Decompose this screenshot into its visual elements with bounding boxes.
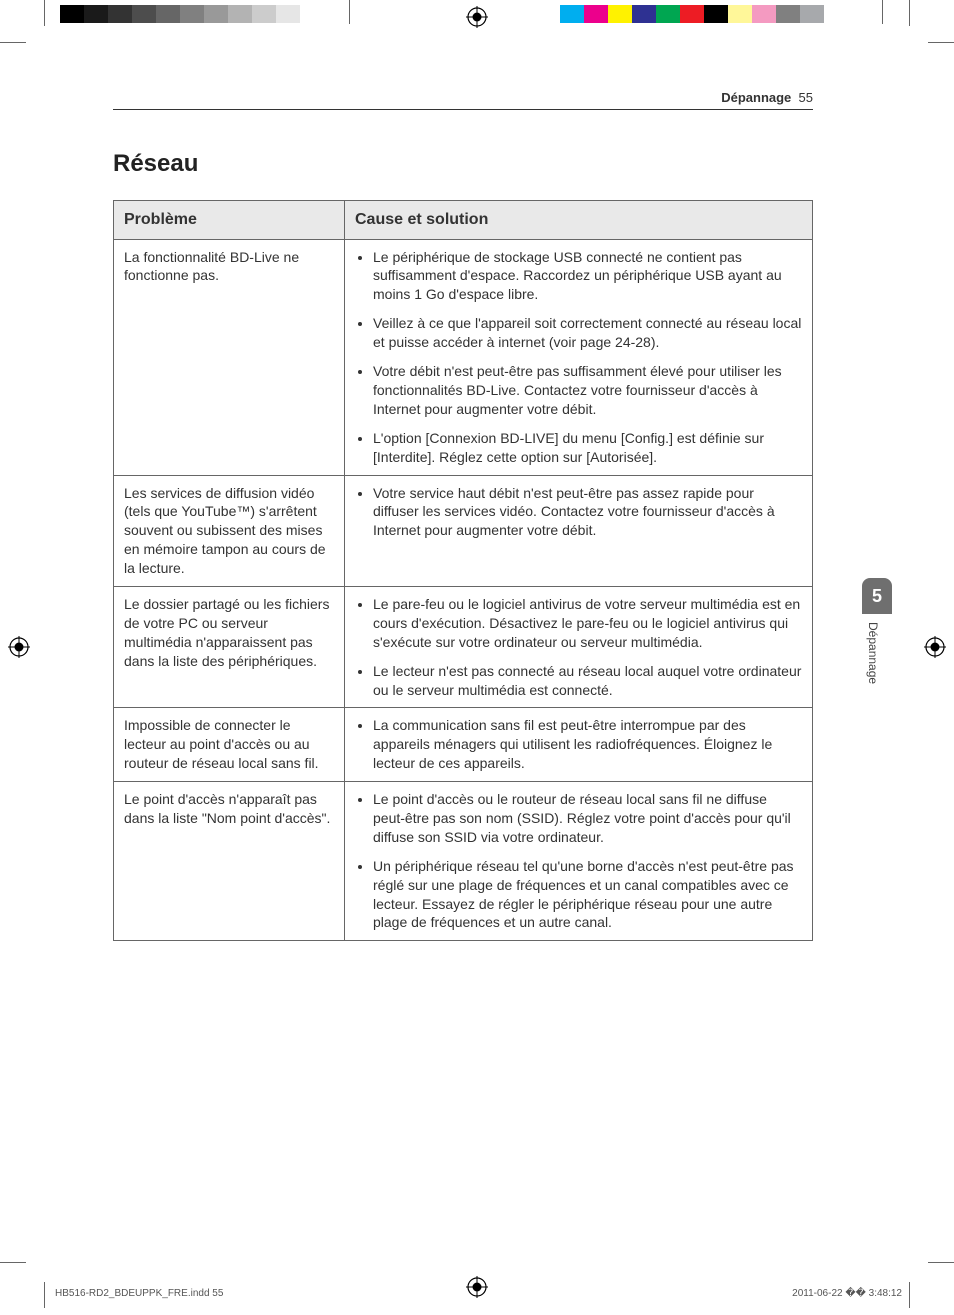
swatch: [228, 5, 252, 23]
solution-item: Veillez à ce que l'appareil soit correct…: [373, 314, 802, 352]
troubleshooting-table: Problème Cause et solution La fonctionna…: [113, 200, 813, 941]
section-title: Réseau: [113, 150, 813, 178]
swatch: [728, 5, 752, 23]
swatch: [752, 5, 776, 23]
problem-cell: Impossible de connecter le lecteur au po…: [114, 708, 345, 782]
footer-timestamp: 2011-06-22 �� 3:48:12: [792, 1288, 902, 1299]
crop-mark: [882, 0, 883, 24]
swatch: [84, 5, 108, 23]
problem-cell: Le dossier partagé ou les fichiers de vo…: [114, 586, 345, 707]
imposition-footer: HB516-RD2_BDEUPPK_FRE.indd 55 2011-06-22…: [55, 1288, 902, 1299]
swatch: [632, 5, 656, 23]
solution-item: La communication sans fil est peut-être …: [373, 716, 802, 773]
crop-mark: [349, 0, 350, 24]
registration-mark-top: [466, 6, 488, 28]
registration-mark-left: [8, 636, 30, 658]
swatch: [276, 5, 300, 23]
solution-item: Le point d'accès ou le routeur de réseau…: [373, 790, 802, 847]
page-body: Dépannage 55 Réseau Problème Cause et so…: [113, 90, 813, 941]
solution-list: La communication sans fil est peut-être …: [355, 716, 802, 773]
crop-mark: [928, 1262, 954, 1263]
swatch: [156, 5, 180, 23]
solution-item: Le périphérique de stockage USB connecté…: [373, 248, 802, 305]
swatch: [180, 5, 204, 23]
chapter-tab: 5 Dépannage: [852, 578, 892, 684]
crop-mark: [0, 42, 26, 43]
gray-color-bar: [60, 5, 324, 23]
registration-mark-right: [924, 636, 946, 658]
solution-list: Le point d'accès ou le routeur de réseau…: [355, 790, 802, 932]
swatch: [560, 5, 584, 23]
crop-mark: [909, 1282, 910, 1308]
problem-cell: Les services de diffusion vidéo (tels qu…: [114, 475, 345, 586]
header-section: Dépannage: [721, 90, 791, 105]
crop-mark: [0, 1262, 26, 1263]
swatch: [300, 5, 324, 23]
table-row: Impossible de connecter le lecteur au po…: [114, 708, 813, 782]
solution-item: Le pare-feu ou le logiciel antivirus de …: [373, 595, 802, 652]
solution-cell: La communication sans fil est peut-être …: [345, 708, 813, 782]
solution-item: Votre service haut débit n'est peut-être…: [373, 484, 802, 541]
crop-mark: [44, 1282, 45, 1308]
swatch: [584, 5, 608, 23]
solution-item: Votre débit n'est peut-être pas suffisam…: [373, 362, 802, 419]
swatch: [656, 5, 680, 23]
cmyk-color-bar: [560, 5, 824, 23]
table-row: Le point d'accès n'apparaît pas dans la …: [114, 782, 813, 941]
chapter-number: 5: [862, 578, 892, 614]
solution-list: Votre service haut débit n'est peut-être…: [355, 484, 802, 541]
solution-cell: Votre service haut débit n'est peut-être…: [345, 475, 813, 586]
crop-mark: [909, 0, 910, 26]
running-header: Dépannage 55: [113, 90, 813, 110]
problem-cell: Le point d'accès n'apparaît pas dans la …: [114, 782, 345, 941]
solution-item: L'option [Connexion BD-LIVE] du menu [Co…: [373, 429, 802, 467]
problem-cell: La fonctionnalité BD-Live ne fonctionne …: [114, 239, 345, 475]
swatch: [60, 5, 84, 23]
swatch: [132, 5, 156, 23]
table-header-problem: Problème: [114, 201, 345, 240]
table-row: Le dossier partagé ou les fichiers de vo…: [114, 586, 813, 707]
solution-cell: Le périphérique de stockage USB connecté…: [345, 239, 813, 475]
swatch: [204, 5, 228, 23]
crop-mark: [928, 42, 954, 43]
swatch: [800, 5, 824, 23]
solution-cell: Le point d'accès ou le routeur de réseau…: [345, 782, 813, 941]
swatch: [252, 5, 276, 23]
swatch: [608, 5, 632, 23]
table-row: Les services de diffusion vidéo (tels qu…: [114, 475, 813, 586]
header-page-number: 55: [799, 90, 813, 105]
swatch: [704, 5, 728, 23]
solution-cell: Le pare-feu ou le logiciel antivirus de …: [345, 586, 813, 707]
solution-list: Le pare-feu ou le logiciel antivirus de …: [355, 595, 802, 699]
footer-filename: HB516-RD2_BDEUPPK_FRE.indd 55: [55, 1288, 223, 1299]
solution-item: Le lecteur n'est pas connecté au réseau …: [373, 662, 802, 700]
table-header-solution: Cause et solution: [345, 201, 813, 240]
chapter-label: Dépannage: [866, 622, 880, 684]
solution-item: Un périphérique réseau tel qu'une borne …: [373, 857, 802, 933]
solution-list: Le périphérique de stockage USB connecté…: [355, 248, 802, 467]
swatch: [776, 5, 800, 23]
table-row: La fonctionnalité BD-Live ne fonctionne …: [114, 239, 813, 475]
swatch: [108, 5, 132, 23]
swatch: [680, 5, 704, 23]
crop-mark: [44, 0, 45, 26]
